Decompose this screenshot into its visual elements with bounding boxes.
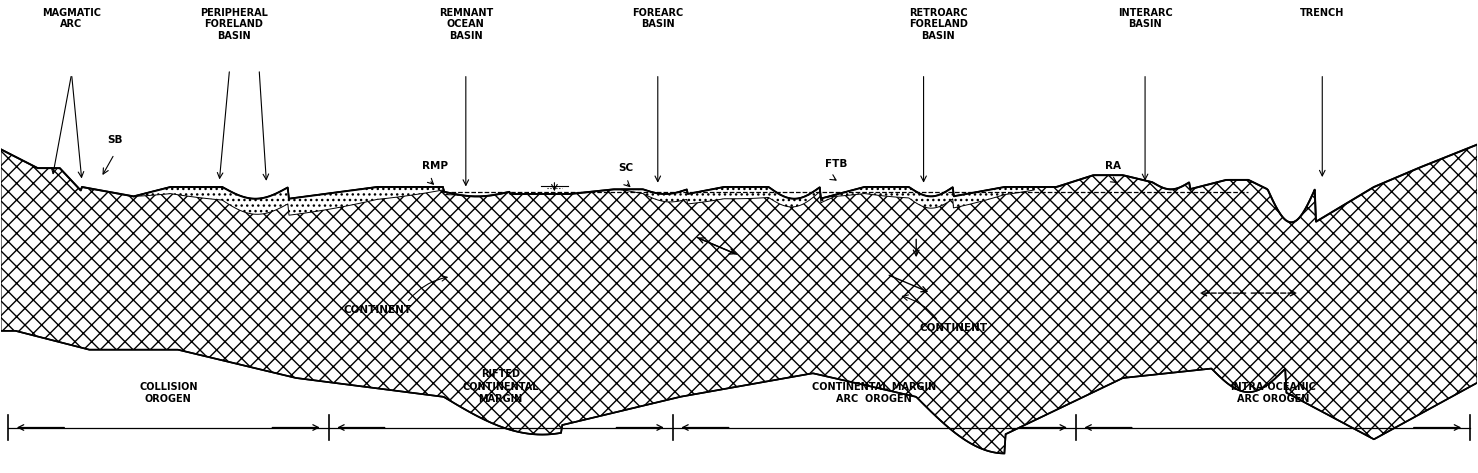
Text: CONTINENTAL MARGIN
ARC  OROGEN: CONTINENTAL MARGIN ARC OROGEN [811, 382, 936, 404]
Text: FTB: FTB [825, 158, 847, 169]
Text: CONTINENT: CONTINENT [919, 324, 987, 333]
Text: RA: RA [1106, 161, 1122, 171]
Polygon shape [828, 187, 1035, 208]
Text: RMP: RMP [421, 161, 448, 171]
Text: INTRA-OCEANIC
ARC OROGEN: INTRA-OCEANIC ARC OROGEN [1230, 382, 1315, 404]
Text: MAGMATIC
ARC: MAGMATIC ARC [41, 8, 101, 29]
Text: COLLISION
OROGEN: COLLISION OROGEN [139, 382, 198, 404]
Text: FOREARC
BASIN: FOREARC BASIN [633, 8, 683, 29]
Text: SC: SC [618, 163, 633, 174]
Text: PERIPHERAL
FORELAND
BASIN: PERIPHERAL FORELAND BASIN [200, 8, 268, 41]
Text: RIFTED
CONTINENTAL
MARGIN: RIFTED CONTINENTAL MARGIN [463, 369, 539, 404]
Polygon shape [133, 187, 458, 215]
Polygon shape [0, 145, 1478, 454]
Text: CONTINENT: CONTINENT [343, 305, 411, 315]
Text: TRENCH: TRENCH [1301, 8, 1345, 18]
Polygon shape [621, 187, 842, 207]
Text: INTERARC
BASIN: INTERARC BASIN [1117, 8, 1172, 29]
Text: RETROARC
FORELAND
BASIN: RETROARC FORELAND BASIN [909, 8, 968, 41]
Text: REMNANT
OCEAN
BASIN: REMNANT OCEAN BASIN [439, 8, 494, 41]
Text: SB: SB [106, 135, 123, 145]
